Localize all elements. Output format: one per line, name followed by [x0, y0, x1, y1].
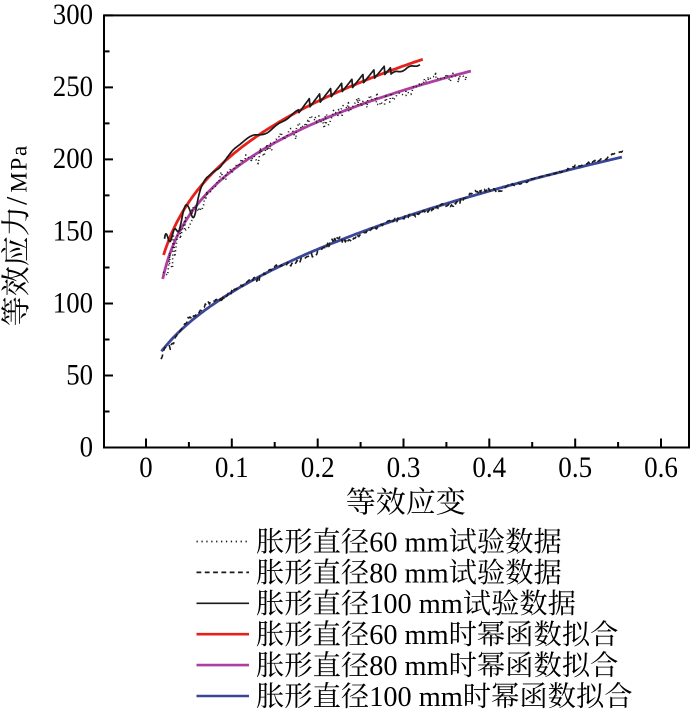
svg-text:0: 0 — [139, 451, 152, 484]
svg-text:100: 100 — [53, 286, 93, 319]
svg-text:60 mm: 60 mm — [369, 527, 448, 558]
svg-text:100 mm: 100 mm — [369, 589, 463, 620]
svg-text:80 mm: 80 mm — [369, 651, 448, 682]
svg-text:0: 0 — [80, 430, 93, 463]
svg-text:150: 150 — [53, 214, 93, 247]
svg-text:200: 200 — [53, 142, 93, 175]
svg-text:MPa: MPa — [6, 144, 31, 192]
svg-text:300: 300 — [53, 0, 93, 31]
svg-text:250: 250 — [53, 70, 93, 103]
svg-text:0.5: 0.5 — [558, 451, 592, 484]
svg-text:0.1: 0.1 — [215, 451, 249, 484]
svg-text:0.3: 0.3 — [387, 451, 421, 484]
svg-text:0.6: 0.6 — [644, 451, 678, 484]
svg-text:50: 50 — [66, 358, 93, 391]
svg-text:80 mm: 80 mm — [369, 558, 448, 589]
svg-text:/: / — [0, 196, 33, 205]
svg-text:60 mm: 60 mm — [369, 620, 448, 651]
svg-text:100 mm: 100 mm — [369, 682, 463, 713]
svg-text:0.2: 0.2 — [301, 451, 335, 484]
svg-text:0.4: 0.4 — [472, 451, 506, 484]
